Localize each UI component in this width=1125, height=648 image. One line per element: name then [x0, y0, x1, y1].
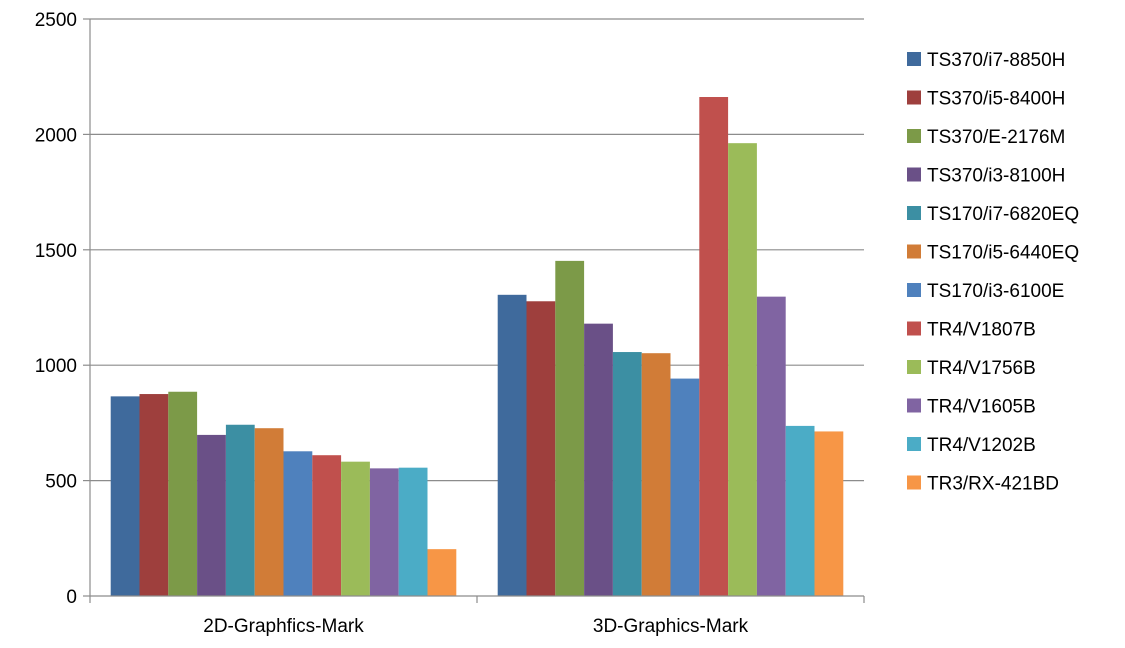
bar-ts370-e-2176m-3d [555, 260, 585, 596]
y-tick-label: 2500 [35, 10, 77, 31]
bar-tr3-rx-421bd-2d [427, 549, 457, 596]
legend-swatch [907, 52, 921, 66]
bar-tr4-v1756b-3d [728, 143, 757, 596]
bar-ts170-i5-6440eq-3d [641, 353, 671, 596]
y-tick-label: 1000 [35, 356, 77, 377]
y-tick-label: 0 [66, 587, 77, 608]
bar-tr4-v1605b-2d [369, 468, 399, 596]
legend-swatch [907, 475, 921, 490]
y-tick-label: 1500 [35, 241, 77, 262]
legend-swatch [907, 283, 921, 297]
legend-label: TS170/i7-6820EQ [927, 204, 1079, 225]
x-category-label: 2D-Graphfics-Mark [203, 616, 364, 637]
legend-label: TR4/V1756B [927, 358, 1036, 379]
bar-ts370-i5-8400h-2d [139, 394, 169, 596]
bar-ts370-i3-8100h-2d [197, 434, 226, 596]
bar-ts170-i7-6820eq-2d [225, 424, 255, 596]
axes [83, 18, 865, 603]
bar-ts170-i3-6100e-2d [283, 451, 313, 596]
bars [110, 97, 844, 596]
legend-swatch [907, 129, 921, 143]
y-tick-labels: 0 500 1000 1500 2000 2500 [35, 10, 77, 608]
bar-tr3-rx-421bd-3d [814, 431, 844, 596]
legend-swatch [907, 244, 921, 259]
legend-swatch [907, 437, 921, 451]
x-category-label: 3D-Graphics-Mark [593, 616, 749, 637]
legend-label: TR4/V1202B [927, 435, 1036, 456]
bar-tr4-v1202b-3d [785, 425, 815, 596]
bar-ts370-i3-8100h-3d [584, 323, 613, 596]
legend-label: TS370/i5-8400H [927, 89, 1065, 110]
bar-tr4-v1756b-2d [341, 461, 370, 596]
bar-ts370-i7-8850h-2d [110, 396, 140, 596]
bar-ts370-i5-8400h-3d [526, 301, 556, 596]
bar-tr4-v1807b-2d [312, 455, 342, 596]
bar-ts170-i5-6440eq-2d [254, 428, 284, 596]
legend-label: TS370/i7-8850H [927, 50, 1065, 71]
bar-ts170-i3-6100e-3d [670, 378, 700, 596]
legend-label: TR4/V1807B [927, 320, 1036, 341]
legend-label: TS170/i5-6440EQ [927, 243, 1079, 264]
legend-swatch [907, 167, 921, 182]
legend-label: TR4/V1605B [927, 397, 1036, 418]
x-category-labels: 2D-Graphfics-Mark 3D-Graphics-Mark [203, 616, 748, 637]
legend-label: TS370/E-2176M [927, 127, 1065, 148]
legend-label: TS370/i3-8100H [927, 166, 1065, 187]
bar-ts370-e-2176m-2d [168, 391, 198, 596]
legend-swatch [907, 321, 921, 336]
bar-ts170-i7-6820eq-3d [612, 352, 642, 596]
legend-swatch [907, 90, 921, 105]
legend-label: TR3/RX-421BD [927, 474, 1059, 495]
legend-swatch [907, 360, 921, 374]
legend-label: TS170/i3-6100E [927, 281, 1064, 302]
bar-ts370-i7-8850h-3d [497, 294, 527, 596]
bar-tr4-v1202b-2d [398, 467, 428, 596]
legend-swatch [907, 398, 921, 413]
y-tick-label: 2000 [35, 125, 77, 146]
y-tick-label: 500 [45, 472, 77, 493]
legend-swatch [907, 206, 921, 220]
bar-tr4-v1807b-3d [699, 97, 729, 596]
legend: TS370/i7-8850H TS370/i5-8400H TS370/E-2176… [907, 50, 1079, 495]
bar-tr4-v1605b-3d [756, 296, 786, 596]
